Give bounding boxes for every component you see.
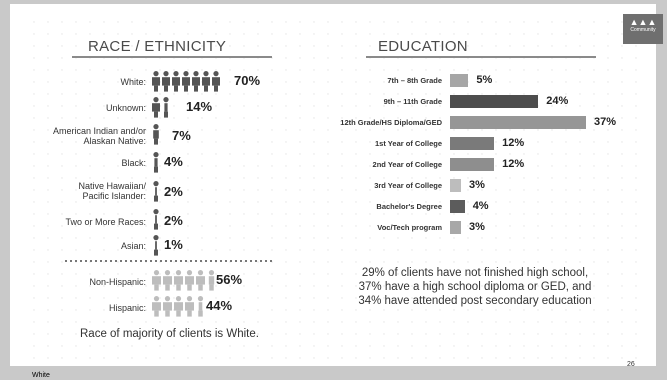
education-value-label: 12% <box>502 137 525 149</box>
education-category-label: 12th Grade/HS Diploma/GED <box>340 118 442 127</box>
race-label-asian: Asian: <box>120 241 146 251</box>
education-value-label: 12% <box>502 158 525 170</box>
race-label-white: White: <box>120 77 146 87</box>
ethnicity-pct-non-hispanic: 56% <box>216 272 243 287</box>
ethnicity-label-non-hispanic: Non-Hispanic: <box>89 277 146 287</box>
ethnicity-non-hispanic-person-icon <box>174 270 183 291</box>
race-1-partial-person-icon <box>163 97 169 118</box>
ethnicity-hispanic-person-icon <box>185 296 194 317</box>
race-pct-native-hawaiian: 2% <box>164 184 183 199</box>
race-0-person-icon <box>202 71 210 92</box>
race-3-partial-person-icon <box>153 152 159 173</box>
race-0-person-icon <box>162 71 170 92</box>
ethnicity-non-hispanic-person-icon <box>163 270 172 291</box>
race-5-partial-person-icon <box>153 209 159 230</box>
education-category-label: 3rd Year of College <box>374 181 442 190</box>
race-0-person-icon <box>212 71 220 92</box>
race-0-person-icon <box>172 71 180 92</box>
education-bar <box>450 158 495 171</box>
race-label-unknown: Unknown: <box>105 103 146 113</box>
education-category-label: 1st Year of College <box>375 139 442 148</box>
education-category-label: Voc/Tech program <box>377 223 442 232</box>
ethnicity-hispanic-person-icon <box>152 296 161 317</box>
ethnicity-non-hispanic-person-icon <box>196 270 205 291</box>
slide: RACE / ETHNICITY EDUCATION ▲▲▲ Community… <box>10 4 663 368</box>
footer-text: White <box>32 372 50 379</box>
logo-figures-icon: ▲▲▲ <box>629 17 657 27</box>
race-0-person-icon <box>192 71 200 92</box>
education-bar <box>450 74 469 87</box>
education-title-underline <box>366 56 596 58</box>
ethnicity-label-hispanic: Hispanic: <box>108 303 146 313</box>
ethnicity-non-hispanic-person-icon <box>185 270 194 291</box>
race-label-american-indian: American Indian and/or Alaskan Native: <box>52 126 146 146</box>
race-pct-black: 4% <box>164 154 183 169</box>
ethnicity-hispanic-person-icon <box>163 296 172 317</box>
education-value-label: 37% <box>594 116 617 128</box>
race-4-partial-person-icon <box>153 181 159 202</box>
community-logo: ▲▲▲ Community <box>623 14 663 44</box>
race-2-partial-person-icon <box>153 124 159 145</box>
race-pct-two-or-more: 2% <box>164 213 183 228</box>
race-title-underline <box>72 56 272 58</box>
people-icons <box>152 71 220 317</box>
education-category-label: 9th – 11th Grade <box>383 97 442 106</box>
education-value-label: 4% <box>472 200 489 212</box>
ethnicity-non-hispanic-person-icon <box>152 270 161 291</box>
education-value-label: 3% <box>469 221 485 233</box>
page-number: 26 <box>627 361 635 368</box>
education-bar <box>450 179 462 192</box>
ethnicity-pct-hispanic: 44% <box>206 298 233 313</box>
education-bar <box>450 116 586 129</box>
education-bar <box>450 95 539 108</box>
race-0-person-icon <box>152 71 160 92</box>
education-category-label: 2nd Year of College <box>372 160 442 169</box>
race-majority-note: Race of majority of clients is White. <box>80 328 259 340</box>
race-title: RACE / ETHNICITY <box>88 38 227 55</box>
education-bar <box>450 200 465 213</box>
education-value-label: 5% <box>476 74 493 86</box>
race-6-partial-person-icon <box>153 235 159 256</box>
education-bar <box>450 137 495 150</box>
ethnicity-hispanic-partial-person-icon <box>197 296 204 317</box>
race-pct-unknown: 14% <box>186 99 213 114</box>
education-value-label: 3% <box>469 179 485 191</box>
education-summary-note: 29% of clients have not finished high sc… <box>358 267 592 307</box>
race-label-two-or-more: Two or More Races: <box>65 217 146 227</box>
race-1-person-icon <box>152 97 160 118</box>
education-category-label: 7th – 8th Grade <box>387 76 442 85</box>
race-0-person-icon <box>182 71 190 92</box>
education-title: EDUCATION <box>378 38 468 55</box>
race-label-black: Black: <box>121 158 146 168</box>
race-pct-asian: 1% <box>164 237 183 252</box>
race-pct-american-indian: 7% <box>172 128 191 143</box>
education-category-label: Bachelor's Degree <box>376 202 442 211</box>
education-value-label: 24% <box>546 95 569 107</box>
race-label-native-hawaiian: Native Hawaiian/ Pacific Islander: <box>78 181 146 201</box>
education-bar <box>450 221 462 234</box>
logo-text: Community <box>630 27 656 33</box>
race-pct-white: 70% <box>234 73 261 88</box>
ethnicity-non-hispanic-partial-person-icon <box>208 270 215 291</box>
ethnicity-hispanic-person-icon <box>174 296 183 317</box>
